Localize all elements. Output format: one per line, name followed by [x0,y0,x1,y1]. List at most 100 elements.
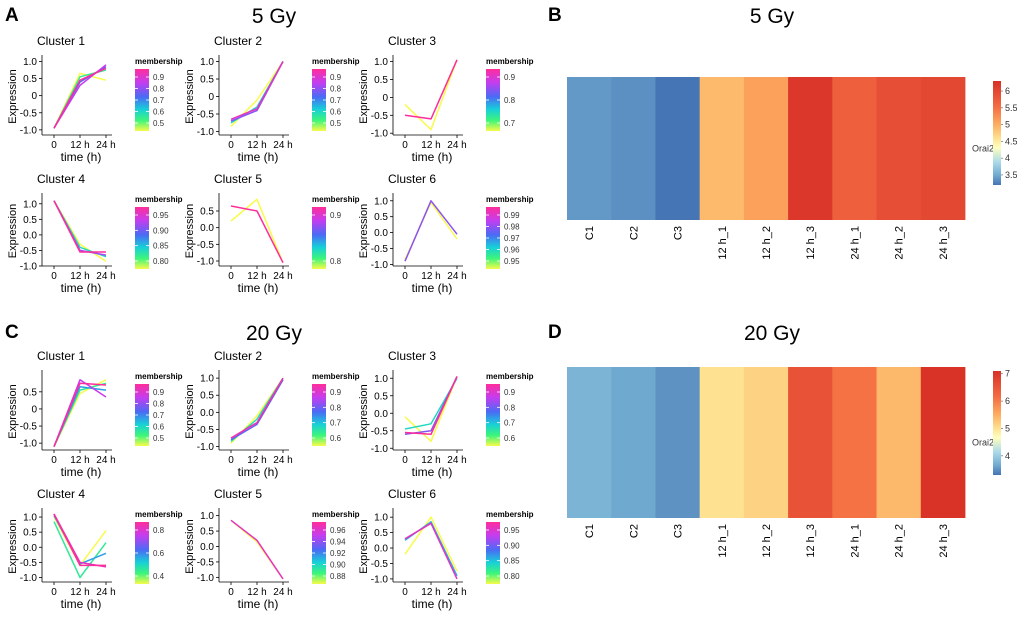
series-line [230,519,284,580]
legend-tick-label: 0.8 [153,526,165,535]
heatmap-column-label: C2 [628,524,640,538]
colorbar-tick-label: 6 [1005,86,1010,96]
heatmap-column-label: 24 h_3 [938,226,950,260]
heatmap-d: C1 C2 C3 12 h_1 12 h_2 12 h_3 24 h_1 24 h_2 24 h… [567,367,1010,558]
x-tick-label: 0 [228,271,234,282]
heatmap-column-label: 12 h_2 [761,226,773,260]
x-tick-label: 24 h [96,140,115,151]
heatmap-column-label: 24 h_2 [894,524,906,558]
legend-title: membership [135,195,183,204]
legend-tick-label: 0.8 [330,85,342,94]
membership-colorbar [486,384,500,446]
series-line [404,522,458,580]
y-tick-label: 0.0 [200,408,214,419]
series-line [53,516,107,567]
series-line [53,200,106,253]
y-axis-label: Expression [358,204,370,258]
cluster-title: Cluster 6 [388,487,436,501]
heatmap-column-label: 12 h_3 [805,226,817,260]
y-tick-label: 0.5 [200,391,214,402]
y-tick-label: -0.5 [20,108,38,119]
cluster-plot-a-6: Cluster 61.0 0.5 0.0 -0.5 -1.0 0 12 h 24 htime … [358,172,534,295]
y-tick-label: 0.5 [200,207,214,218]
x-axis-label: time (h) [61,597,102,611]
y-tick-label: -0.5 [197,110,215,121]
membership-colorbar [135,69,149,131]
y-tick-label: 0.0 [200,223,214,234]
legend-tick-label: 0.8 [504,96,516,105]
colorbar-tick-label: 7 [1005,369,1010,379]
y-tick-label: -0.5 [371,111,389,122]
cluster-title: Cluster 3 [388,34,436,48]
y-tick-label: -0.5 [371,559,389,570]
x-tick-label: 0 [51,455,57,466]
legend-tick-label: 0.6 [330,108,342,117]
series-line [404,59,458,120]
legend-tick-label: 0.99 [504,211,520,220]
heatmap-cell [567,77,612,220]
y-tick-label: 0.5 [200,75,214,86]
y-tick-label: 1.0 [200,57,214,68]
legend-tick-label: 0.95 [504,526,520,535]
heatmap-cell [876,77,922,220]
heatmap-column-label: 12 h_1 [717,226,729,260]
legend-tick-label: 0.8 [153,400,165,409]
x-tick-label: 12 h [421,587,440,598]
x-tick-label: 24 h [96,587,115,598]
y-tick-label: -0.5 [20,558,38,569]
cluster-plot-c-5: Cluster 51.0 0.5 0.0 -0.5 -1.0 0 12 h 24 htime … [184,487,360,611]
membership-colorbar [312,522,326,584]
cluster-plot-c-4: Cluster 4 1.0 0.5 0.0 -0.5 -1.0 0 12 h 24 htime … [7,487,183,611]
x-tick-label: 12 h [421,140,440,151]
heatmap-column-label: 24 h_1 [849,524,861,558]
legend-tick-label: 0.88 [330,572,346,581]
x-tick-label: 12 h [421,455,440,466]
legend-tick-label: 0.97 [504,234,520,243]
y-tick-label: -1.0 [20,125,38,136]
panel-c-title: 20 Gy [246,322,303,345]
legend-tick-label: 0.90 [153,226,169,235]
x-axis-label: time (h) [238,281,279,295]
heatmap-row-label: Orai2 [972,438,994,448]
x-tick-label: 24 h [447,271,466,282]
x-tick-label: 12 h [247,271,266,282]
membership-colorbar [486,522,500,584]
legend-title: membership [312,372,360,381]
y-tick-label: 0 [208,92,214,103]
legend-tick-label: 0.8 [153,85,165,94]
legend-tick-label: 0.9 [153,73,165,82]
series-line [404,376,458,436]
series-line [53,521,107,579]
x-tick-label: 24 h [273,140,292,151]
legend-tick-label: 0.9 [153,388,165,397]
y-tick-label: -1.0 [197,442,215,453]
y-tick-label: 0.0 [23,230,37,241]
x-tick-label: 24 h [447,140,466,151]
y-tick-label: 0 [382,93,388,104]
panel-d-title: 20 Gy [744,322,801,345]
y-tick-label: -1.0 [197,127,215,138]
y-tick-label: 1.0 [200,374,214,385]
x-tick-label: 12 h [247,140,266,151]
heatmap-b: C1 C2 C3 12 h_1 12 h_2 12 h_3 24 h_1 24 h_2 24 h… [567,77,1017,260]
heatmap-cell [788,77,833,220]
series-line [53,200,107,258]
heatmap-cell [567,367,612,518]
legend-tick-label: 0.90 [504,541,520,550]
series-line [230,379,284,441]
y-axis-label: Expression [184,69,196,123]
colorbar-tick-label: 3.5 [1005,170,1017,180]
legend-tick-label: 0.7 [330,96,342,105]
legend-tick-label: 0.6 [504,434,516,443]
x-tick-label: 24 h [447,587,466,598]
heatmap-cell [920,77,966,220]
y-tick-label: 1.0 [374,513,388,524]
x-tick-label: 0 [228,455,234,466]
y-tick-label: 0.0 [374,228,388,239]
series-line [53,65,107,129]
colorbar-tick-label: 5 [1005,120,1010,130]
x-tick-label: 0 [51,587,57,598]
y-tick-label: 0.5 [374,391,388,402]
y-tick-label: -0.5 [197,425,215,436]
